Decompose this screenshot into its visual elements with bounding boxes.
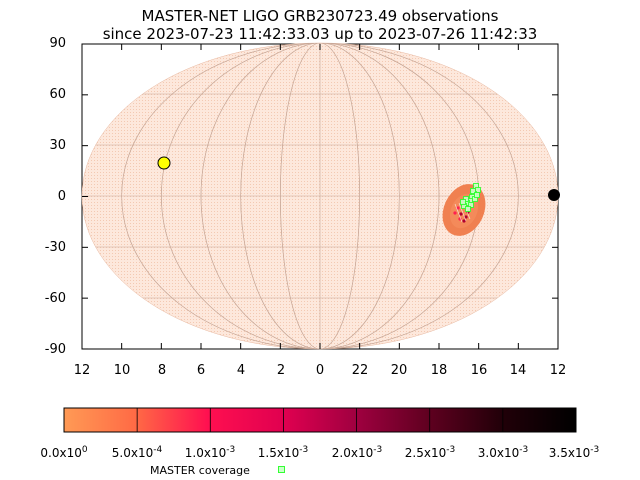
y-tick-label: -60 xyxy=(44,291,66,306)
legend-swatch xyxy=(278,466,285,473)
colorbar-label: 2.5x10-3 xyxy=(404,445,456,460)
colorbar-label: 2.0x10-3 xyxy=(331,445,383,460)
sun-marker xyxy=(157,156,171,170)
hotspot-pixel xyxy=(453,211,457,215)
y-tick-label: 0 xyxy=(57,189,66,204)
x-tick-label: 16 xyxy=(470,363,488,378)
coverage-field xyxy=(460,199,466,205)
moon-marker xyxy=(548,189,560,201)
x-tick-label: 2 xyxy=(276,363,286,378)
x-tick-label: 10 xyxy=(113,363,131,378)
colorbar-label: 3.5x10-3 xyxy=(548,445,600,460)
colorbar-label: 0.0x100 xyxy=(40,445,88,460)
master-coverage-fields xyxy=(460,183,481,212)
y-tick-label: 90 xyxy=(49,36,66,51)
colorbar-label: 1.0x10-3 xyxy=(184,445,236,460)
x-tick-label: 12 xyxy=(73,363,91,378)
chart-subtitle: since 2023-07-23 11:42:33.03 up to 2023-… xyxy=(102,25,538,43)
x-tick-label: 14 xyxy=(509,363,527,378)
x-tick-label: 4 xyxy=(236,363,246,378)
colorbar xyxy=(63,407,577,433)
x-tick-label: 18 xyxy=(430,363,448,378)
hotspot-pixel xyxy=(456,206,460,210)
x-tick-label: 12 xyxy=(549,363,567,378)
hotspot-pixel xyxy=(462,219,466,223)
graticule xyxy=(82,43,558,349)
x-tick-label: 8 xyxy=(157,363,167,378)
coverage-field xyxy=(474,192,480,198)
coverage-field xyxy=(470,188,476,194)
x-tick-label: 22 xyxy=(351,363,369,378)
colorbar-label: 1.5x10-3 xyxy=(257,445,309,460)
y-tick-label: 30 xyxy=(49,138,66,153)
hotspot-pixel xyxy=(464,215,468,219)
legend-label: MASTER coverage xyxy=(150,464,250,477)
x-tick-label: 20 xyxy=(390,363,408,378)
y-tick-label: 60 xyxy=(49,87,66,102)
y-axis-ticks xyxy=(82,43,558,350)
colorbar-label: 5.0x10-4 xyxy=(111,445,163,460)
y-tick-label: -30 xyxy=(44,240,66,255)
hotspot-pixel xyxy=(459,212,463,216)
x-tick-label: 6 xyxy=(196,363,206,378)
x-axis-ticks xyxy=(81,44,559,349)
coverage-field xyxy=(465,206,471,212)
colorbar-ticks xyxy=(136,408,504,432)
chart-title: MASTER-NET LIGO GRB230723.49 observation… xyxy=(141,7,499,25)
y-tick-label: -90 xyxy=(44,342,66,357)
colorbar-label: 3.0x10-3 xyxy=(477,445,529,460)
x-tick-label: 0 xyxy=(315,363,325,378)
